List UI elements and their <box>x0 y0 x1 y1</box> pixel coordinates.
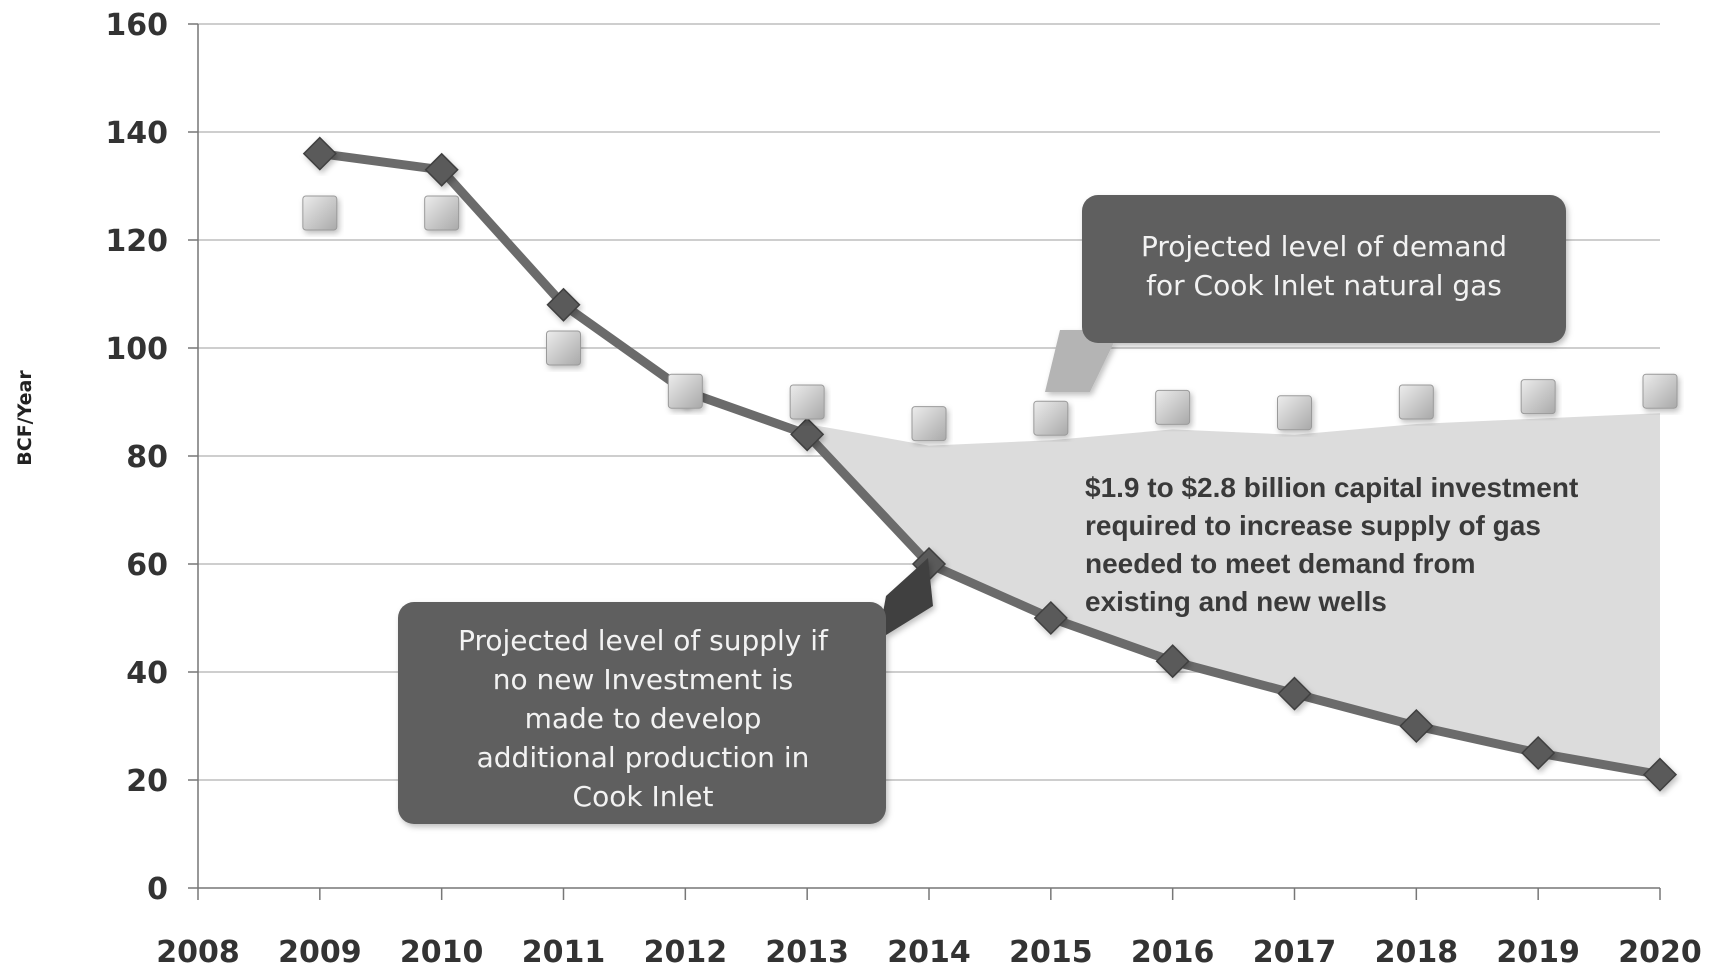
x-tick-label-2008: 2008 <box>156 935 240 970</box>
demand-callout-arrow <box>1045 330 1120 392</box>
x-tick-label-2010: 2010 <box>400 935 484 970</box>
demand-point-2011 <box>546 330 581 366</box>
supply-callout-line-2: no new Investment is <box>493 663 793 696</box>
x-tick-label-2018: 2018 <box>1375 935 1459 970</box>
supply-point-2013 <box>790 417 825 452</box>
x-tick-label-2011: 2011 <box>522 935 606 970</box>
demand-point-2018 <box>1398 384 1434 420</box>
investment-note-line-4: existing and new wells <box>1085 586 1387 617</box>
x-tick-label-2013: 2013 <box>765 935 849 970</box>
y-tick-label-140: 140 <box>105 116 168 151</box>
supply-point-2019 <box>1521 735 1556 771</box>
y-tick-label-60: 60 <box>126 548 168 583</box>
supply-point-2020 <box>1642 757 1678 792</box>
supply-point-2010 <box>424 152 459 187</box>
investment-note-line-2: required to increase supply of gas <box>1085 510 1541 541</box>
demand-point-2010 <box>424 195 460 231</box>
demand-point-2016 <box>1155 389 1191 425</box>
x-tick-label-2014: 2014 <box>887 935 971 970</box>
supply-callout-box <box>398 602 886 824</box>
x-tick-label-2012: 2012 <box>644 935 728 970</box>
x-tick-label-2009: 2009 <box>278 935 362 970</box>
supply-callout <box>398 558 933 824</box>
x-tick-label-2017: 2017 <box>1253 935 1337 970</box>
y-axis-label: BCF/Year <box>14 370 36 466</box>
supply-callout-line-4: additional production in <box>477 741 810 774</box>
demand-callout <box>1045 195 1566 392</box>
x-tick-label-2015: 2015 <box>1009 935 1093 970</box>
supply-point-2015 <box>1033 600 1068 636</box>
y-tick-label-40: 40 <box>126 656 168 691</box>
demand-point-2019 <box>1520 379 1556 415</box>
supply-point-2009 <box>302 136 337 171</box>
y-tick-label-160: 160 <box>105 8 168 43</box>
demand-point-2020 <box>1642 373 1678 409</box>
demand-point-2012 <box>667 373 703 409</box>
supply-callout-line-3: made to develop <box>525 702 762 735</box>
y-tick-label-120: 120 <box>105 224 168 259</box>
investment-note-line-1: $1.9 to $2.8 billion capital investment <box>1085 472 1578 503</box>
supply-series-line <box>315 149 1665 780</box>
demand-callout-box <box>1082 195 1566 343</box>
supply-callout-line-1: Projected level of supply if <box>458 624 829 657</box>
supply-point-2017 <box>1277 676 1312 711</box>
demand-point-2014 <box>911 406 947 442</box>
demand-callout-line-1: Projected level of demand <box>1141 230 1507 263</box>
y-tick-label-0: 0 <box>147 872 168 907</box>
x-tick-label-2020: 2020 <box>1618 935 1702 970</box>
investment-note-line-3: needed to meet demand from <box>1085 548 1476 579</box>
series <box>302 136 1678 792</box>
y-tick-label-80: 80 <box>126 440 168 475</box>
supply-callout-line-5: Cook Inlet <box>573 780 714 813</box>
supply-callout-arrow <box>878 558 933 640</box>
supply-point-2018 <box>1399 708 1434 744</box>
y-tick-label-100: 100 <box>105 332 168 367</box>
supply-point-2016 <box>1155 644 1190 679</box>
y-tick-label-20: 20 <box>126 764 168 799</box>
x-tick-labels: 2008 2009 2010 2011 2012 2013 2014 2015 2016 2017… <box>156 935 1702 970</box>
investment-gap-polygon <box>807 413 1660 775</box>
x-tick-label-2016: 2016 <box>1131 935 1215 970</box>
demand-point-2017 <box>1277 395 1312 431</box>
investment-gap-area <box>807 413 1660 775</box>
supply-point-2011 <box>546 287 581 322</box>
demand-callout-line-2: for Cook Inlet natural gas <box>1146 269 1502 302</box>
demand-point-2009 <box>302 195 338 231</box>
y-tick-labels: 0 20 40 60 80 100 120 140 160 <box>105 8 168 907</box>
x-tick-label-2019: 2019 <box>1496 935 1580 970</box>
demand-point-2013 <box>789 384 825 420</box>
axes <box>188 23 1661 900</box>
demand-point-2015 <box>1033 400 1069 436</box>
